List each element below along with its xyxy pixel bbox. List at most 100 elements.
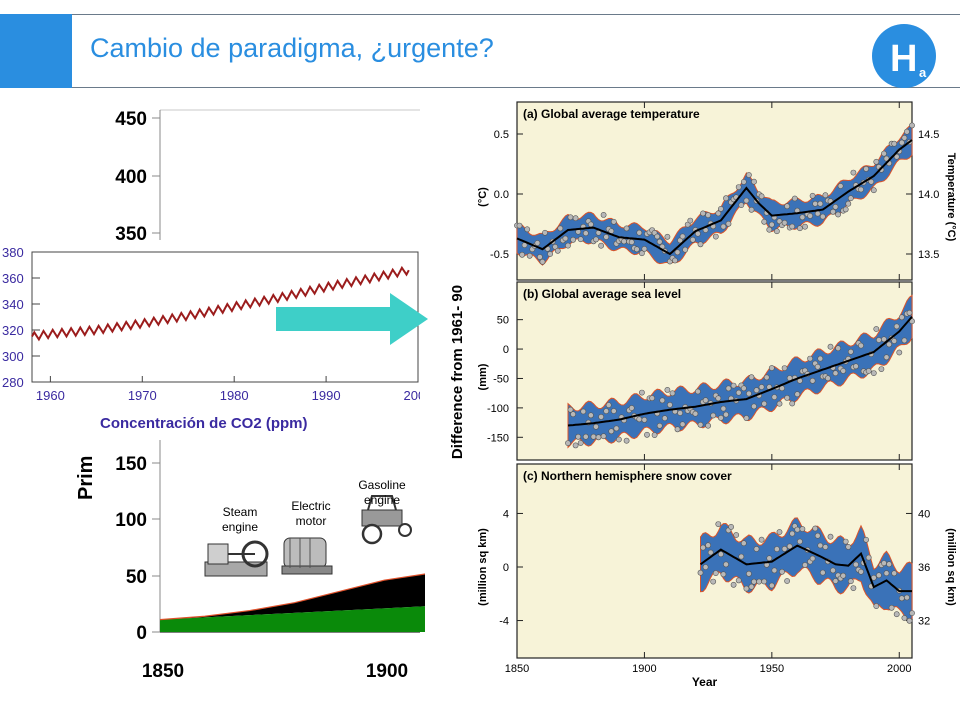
data-point <box>587 412 594 419</box>
data-point <box>909 122 915 129</box>
data-point <box>776 400 783 407</box>
data-point <box>751 578 757 585</box>
data-point <box>870 187 877 194</box>
data-point <box>577 236 584 243</box>
data-point <box>567 406 574 413</box>
data-point <box>906 309 913 316</box>
data-point <box>814 210 821 217</box>
ipcc-panel-1: (a) Global average temperature 0.5 0.0 -0.5… <box>477 101 957 281</box>
data-point <box>743 585 750 592</box>
data-point <box>684 221 691 228</box>
data-point <box>717 206 724 212</box>
data-point <box>740 540 747 547</box>
data-point <box>827 343 834 350</box>
data-point <box>886 561 892 568</box>
data-point <box>717 551 724 558</box>
data-point <box>730 382 737 389</box>
left-x-tick-label: 1850 <box>142 661 184 682</box>
data-point <box>730 581 737 588</box>
data-point <box>768 221 775 228</box>
data-point <box>903 128 910 135</box>
data-point <box>720 405 727 412</box>
data-point <box>819 213 826 220</box>
data-point <box>796 538 803 545</box>
data-point <box>893 611 900 618</box>
data-point <box>824 375 831 382</box>
panel-y2-label: (million sq km) <box>945 528 957 606</box>
data-point <box>842 538 849 545</box>
data-point <box>735 389 742 396</box>
series-area-dark <box>160 574 425 620</box>
data-point <box>603 234 610 240</box>
data-point <box>748 583 755 590</box>
uncertainty-band <box>700 517 913 621</box>
data-point <box>641 416 648 423</box>
data-point <box>590 433 597 440</box>
data-point <box>705 422 711 429</box>
data-point <box>786 543 793 550</box>
data-point <box>575 433 582 440</box>
steam-engine-icon <box>204 540 269 577</box>
data-point <box>644 431 650 438</box>
data-point <box>891 140 898 147</box>
data-point <box>835 345 841 352</box>
data-point <box>519 251 525 258</box>
data-point <box>654 233 661 240</box>
panel-y-tick-label: 50 <box>497 315 509 327</box>
data-point <box>697 241 704 248</box>
data-point <box>766 226 773 233</box>
slide-title: Cambio de paradigma, ¿urgente? <box>90 33 494 63</box>
panel-x-tick-label: 1850 <box>505 663 529 675</box>
annotation-motor-2: motor <box>296 514 327 528</box>
data-point <box>565 242 571 249</box>
co2-x-tick-label: 1990 <box>312 388 341 403</box>
data-point <box>740 179 747 185</box>
data-point <box>901 135 908 141</box>
data-point <box>641 245 648 252</box>
uncertainty-band <box>567 294 913 449</box>
data-point <box>694 388 701 395</box>
data-point <box>863 536 869 543</box>
co2-x-tick-label: 1970 <box>128 388 157 403</box>
left-y-tick-label: 50 <box>126 567 147 588</box>
ipcc-panel-2: (b) Global average sea level 50 0 -50 -100 -1… <box>477 281 915 461</box>
data-point <box>891 570 898 577</box>
data-point <box>577 440 584 446</box>
data-point <box>756 578 762 585</box>
data-point <box>524 226 531 233</box>
co2-x-tick-label: 2000 <box>404 388 420 403</box>
panel-y-tick-label: 0.0 <box>494 189 509 201</box>
accent-block <box>0 14 72 88</box>
data-point <box>847 348 854 355</box>
data-point <box>773 546 780 552</box>
co2-y-tick-label: 360 <box>2 271 24 286</box>
panel-title: (b) Global average sea level <box>523 287 681 301</box>
panel-y-tick-label: -50 <box>493 373 509 385</box>
data-point <box>814 363 821 370</box>
data-point <box>761 400 768 407</box>
data-point <box>674 249 681 256</box>
data-point <box>697 569 704 576</box>
data-point <box>623 225 630 232</box>
data-point <box>881 336 887 343</box>
data-point <box>809 192 816 199</box>
panel-y-tick-label: -100 <box>487 403 509 415</box>
shared-ylabel: Difference from 1961- 90 <box>449 285 466 459</box>
co2-y-tick-label: 380 <box>2 245 24 260</box>
data-point <box>893 323 900 330</box>
data-point <box>725 220 732 227</box>
data-point <box>570 236 576 243</box>
data-point <box>710 412 717 419</box>
data-point <box>659 397 666 404</box>
data-point <box>712 233 719 240</box>
co2-chart: 380 360 340 320 300 280 1960 1970 1980 1990 2000 C… <box>0 240 420 440</box>
data-point <box>784 578 790 584</box>
smoothed-series-line <box>699 544 912 593</box>
annotation-gas-1: Gasoline <box>358 478 406 492</box>
data-point <box>638 389 645 396</box>
data-point <box>768 365 775 371</box>
data-point <box>845 200 852 207</box>
ipcc-panel-3: (c) Northern hemisphere snow cover40-440… <box>477 463 957 689</box>
data-point <box>725 385 732 392</box>
data-point <box>672 257 678 264</box>
